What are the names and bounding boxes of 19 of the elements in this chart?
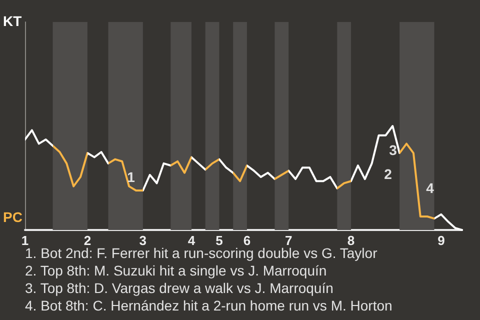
x-tick-label: 2 <box>84 233 92 248</box>
annotation: 4 <box>426 180 434 196</box>
x-tick-label: 8 <box>347 233 355 248</box>
text: 3. Top 8th: D. Vargas drew a walk vs J. Marroquín <box>25 280 334 296</box>
text: 1. Bot 2nd: F. Ferrer hit a run-scoring double vs G. Taylor <box>25 245 378 261</box>
text: 4. Bot 8th: C. Hernández hit a 2-run home run vs M. Horton <box>25 298 392 314</box>
x-tick-label: 9 <box>438 233 445 248</box>
text: 2. Top 8th: M. Suzuki hit a single vs J. Marroquín <box>25 262 327 278</box>
text: PC <box>3 209 22 225</box>
x-tick-label: 5 <box>216 233 223 248</box>
annotation: 2 <box>384 166 392 182</box>
annotation: 3 <box>389 142 398 158</box>
x-tick-label: 4 <box>188 233 196 248</box>
x-tick-label: 7 <box>284 233 292 248</box>
x-tick-label: 6 <box>243 233 251 248</box>
text: KT <box>3 13 22 29</box>
x-tick-label: 1 <box>21 233 29 248</box>
annotation: 1 <box>127 169 136 185</box>
x-tick-label: 3 <box>139 233 147 248</box>
